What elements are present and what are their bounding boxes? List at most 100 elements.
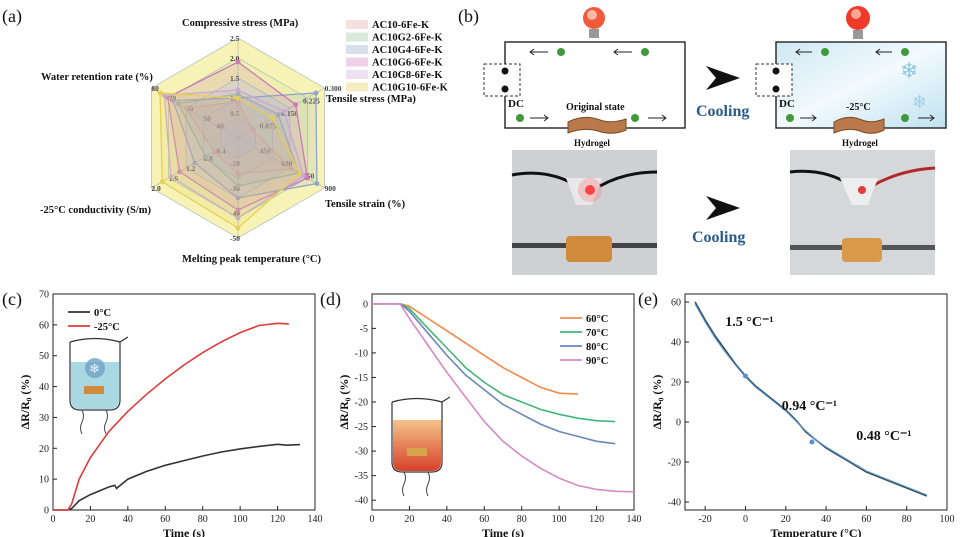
y-tick-label: 20 bbox=[671, 378, 681, 389]
wire bbox=[871, 166, 936, 188]
hot-beaker-icon bbox=[391, 396, 451, 497]
chart-e: -20 0 20 40 60 80 100 60 40 20 0 -20 -40 Temperature … bbox=[650, 293, 955, 537]
x-tick-label: 60 bbox=[160, 514, 170, 525]
legend-entry: AC10G2-6Fe-K bbox=[372, 33, 443, 44]
hydrogel-label: Hydrogel bbox=[842, 138, 878, 148]
panel-label-e: (e) bbox=[638, 289, 658, 310]
x-tick-label: 20 bbox=[404, 514, 414, 525]
x-tick-label: 80 bbox=[198, 514, 208, 525]
arrow-icon bbox=[530, 114, 549, 122]
slope-annotation: 1.5 °C⁻¹ bbox=[725, 315, 773, 330]
radar-tick-label: -50 bbox=[230, 234, 240, 243]
hydrogel-label: Hydrogel bbox=[574, 138, 610, 148]
legend-entry: AC10G6-6Fe-K bbox=[372, 58, 443, 69]
radar-point bbox=[192, 160, 198, 166]
radar-point bbox=[177, 169, 182, 175]
x-tick-label: 60 bbox=[479, 514, 489, 525]
panel-label-b: (b) bbox=[458, 6, 479, 27]
hydrogel-shape bbox=[567, 116, 627, 134]
electron-icon bbox=[901, 48, 909, 56]
radar-axis-line bbox=[237, 137, 325, 189]
x-tick-label: 60 bbox=[861, 514, 871, 525]
radar-point bbox=[288, 166, 294, 171]
radar-point bbox=[235, 215, 241, 221]
dc-box bbox=[483, 63, 521, 97]
x-tick-label: 140 bbox=[308, 514, 323, 525]
legend-swatch bbox=[346, 82, 368, 92]
led-glow bbox=[578, 178, 602, 202]
radar-point bbox=[235, 95, 241, 101]
radar-tick-label: 600 bbox=[281, 159, 293, 168]
radar-tick-label: -20 bbox=[230, 159, 240, 168]
legend-entry: AC10G4-6Fe-K bbox=[372, 45, 443, 56]
radar-tick-label: 0.300 bbox=[325, 84, 342, 93]
radar-point bbox=[161, 93, 167, 98]
legend-swatch bbox=[346, 20, 368, 29]
radar-point bbox=[293, 102, 299, 108]
y-tick-label: 0 bbox=[44, 506, 49, 517]
radar-point bbox=[235, 183, 241, 189]
x-tick-label: 120 bbox=[589, 514, 604, 525]
panel-label-d: (d) bbox=[320, 289, 341, 310]
y-tick-label: 70 bbox=[39, 290, 49, 301]
x-tick-label: 100 bbox=[233, 514, 248, 525]
y-tick-label: 0 bbox=[676, 418, 681, 429]
electron-icon bbox=[631, 114, 639, 122]
radar-point bbox=[168, 174, 174, 180]
panel-label-c: (c) bbox=[2, 289, 22, 310]
radar-point bbox=[235, 171, 241, 177]
legend-swatch bbox=[346, 57, 368, 67]
x-tick-label: 20 bbox=[85, 514, 95, 525]
arrow-icon bbox=[613, 48, 632, 56]
y-tick-label: 30 bbox=[39, 413, 49, 424]
arrow-icon bbox=[918, 114, 935, 122]
radar-axis-label: Compressive stress (MPa) bbox=[182, 18, 299, 29]
radar-point bbox=[235, 87, 241, 93]
series-line-90°C bbox=[372, 303, 635, 493]
hydrogel-sample bbox=[566, 236, 612, 262]
electron-icon bbox=[821, 48, 829, 56]
radar-tick-label: 0.150 bbox=[281, 109, 298, 118]
circuit-schematic-cooled: DC -25°C Hydrogel ❄ ❄ bbox=[755, 6, 947, 148]
breakpoint-marker bbox=[809, 439, 815, 445]
x-tick-label: 20 bbox=[781, 514, 791, 525]
y-axis-label: ΔR/R₀ (%) bbox=[337, 375, 351, 430]
y-tick-label: -20 bbox=[355, 398, 368, 409]
x-tick-label: 80 bbox=[517, 514, 527, 525]
arrow-icon bbox=[529, 48, 548, 56]
bulb-glow bbox=[851, 9, 861, 19]
arrow-right-icon bbox=[706, 196, 740, 220]
radar-point bbox=[203, 154, 208, 160]
legend-entry: 80°C bbox=[586, 342, 608, 353]
radar-axis-label: Melting peak temperature (°C) bbox=[182, 254, 322, 265]
legend-entry: 70°C bbox=[586, 328, 608, 339]
electron-icon bbox=[786, 114, 794, 122]
y-tick-label: 40 bbox=[671, 338, 681, 349]
radar-point bbox=[211, 149, 217, 155]
x-tick-label: 40 bbox=[821, 514, 831, 525]
radar-tick-label: 60 bbox=[186, 104, 194, 113]
temp-label: -25°C bbox=[846, 102, 871, 113]
radar-point bbox=[235, 225, 241, 231]
arrow-icon bbox=[795, 48, 812, 56]
radar-tick-label: 80 bbox=[151, 84, 159, 93]
y-tick-label: 20 bbox=[39, 444, 49, 455]
radar-tick-label: -40 bbox=[230, 209, 240, 218]
snowflake-icon: ❄ bbox=[900, 58, 918, 83]
circuit-schematic-original: DC Original state Hydrogel bbox=[483, 7, 686, 148]
series-line-0°C bbox=[53, 443, 301, 511]
y-tick-label: -5 bbox=[360, 324, 368, 335]
bulb-base bbox=[589, 29, 599, 38]
electron-icon bbox=[641, 48, 649, 56]
radar-tick-label: 750 bbox=[303, 172, 315, 181]
legend-entry: 90°C bbox=[586, 356, 608, 367]
bulb-base bbox=[853, 30, 863, 39]
series-line--25°C bbox=[53, 322, 289, 511]
radar-axis-label: -25°C conductivity (S/m) bbox=[40, 205, 151, 216]
radar-point bbox=[281, 108, 287, 114]
x-tick-label: 40 bbox=[123, 514, 133, 525]
radar-tick-label: 0.4 bbox=[216, 147, 226, 156]
radar-axis-label: Water retention rate (%) bbox=[41, 72, 153, 83]
y-tick-label: 0 bbox=[363, 299, 368, 310]
radar-point bbox=[159, 179, 165, 185]
